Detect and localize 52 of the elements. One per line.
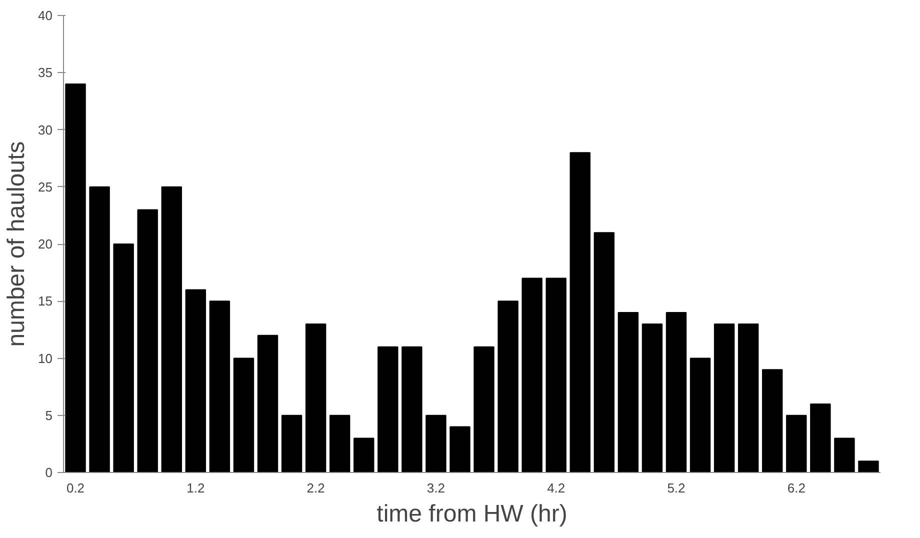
bar <box>257 334 278 472</box>
bar <box>570 152 590 472</box>
bar <box>113 244 134 472</box>
x-tick-label: 1.2 <box>186 480 205 496</box>
bar <box>137 209 158 472</box>
x-tick-label: 5.2 <box>667 480 686 496</box>
bar <box>185 289 206 472</box>
bar <box>666 312 687 472</box>
bar <box>426 414 446 472</box>
bar <box>329 414 350 472</box>
bar <box>354 438 374 472</box>
bar <box>810 403 831 472</box>
y-tick-label: 10 <box>38 350 53 366</box>
y-tick-label: 25 <box>38 179 53 194</box>
bar <box>281 414 302 472</box>
bar <box>89 186 110 472</box>
bar <box>498 300 518 472</box>
bar <box>642 323 663 472</box>
y-tick-label: 0 <box>45 465 53 480</box>
x-tick-label: 0.2 <box>66 480 85 496</box>
y-tick-label: 30 <box>38 122 53 138</box>
bar <box>233 358 254 472</box>
y-tick-label: 5 <box>45 408 53 423</box>
bar <box>209 300 230 472</box>
y-tick-label: 40 <box>38 8 53 23</box>
x-tick-label: 4.2 <box>547 480 566 496</box>
y-tick-label: 35 <box>38 65 53 80</box>
bar <box>161 186 182 472</box>
bar <box>618 312 639 472</box>
bar <box>546 278 566 472</box>
y-tick-label: 15 <box>38 294 53 309</box>
bar <box>738 323 759 472</box>
bar <box>65 84 86 472</box>
x-tick-label: 3.2 <box>426 480 445 496</box>
bar <box>594 232 615 472</box>
bar <box>402 346 422 472</box>
x-tick-label: 2.2 <box>306 480 325 496</box>
x-axis-title: time from HW (hr) <box>376 500 568 528</box>
y-tick-label: 20 <box>38 236 53 252</box>
x-tick-label: 6.2 <box>787 480 806 496</box>
bar <box>450 426 470 472</box>
bar <box>834 438 855 472</box>
bar <box>522 278 542 472</box>
bar <box>786 414 807 472</box>
bar <box>474 346 494 472</box>
bar <box>714 323 735 472</box>
bar <box>378 346 398 472</box>
bar <box>858 460 879 472</box>
bar <box>305 323 326 472</box>
y-axis-title: number of haulouts <box>3 141 30 347</box>
bar <box>690 358 711 472</box>
bar <box>762 369 783 472</box>
